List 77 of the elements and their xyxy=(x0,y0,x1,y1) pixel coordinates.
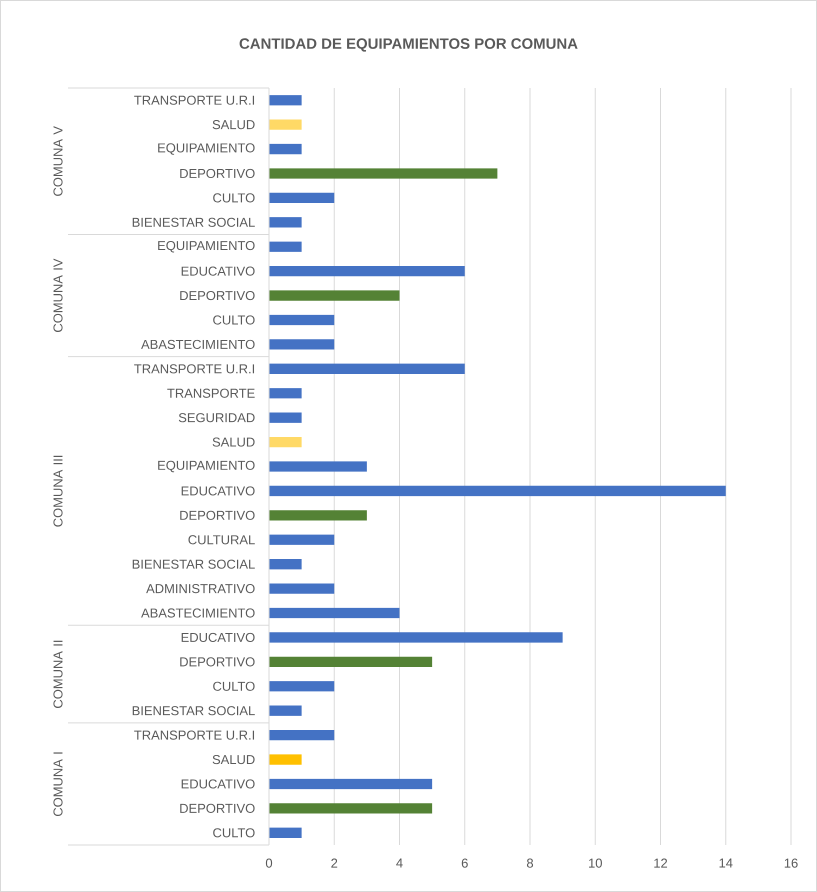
bar xyxy=(269,803,432,814)
bar xyxy=(269,364,465,374)
text: COMUNA III xyxy=(53,456,63,527)
text: COMUNA IV xyxy=(53,258,63,332)
bar xyxy=(269,217,302,228)
y-tick-label: EQUIPAMIENTO xyxy=(158,240,255,252)
chart-title: CANTIDAD DE EQUIPAMIENTOS POR COMUNA xyxy=(240,38,578,52)
bar xyxy=(269,632,563,643)
text: COMUNA V xyxy=(53,126,63,196)
y-tick-label: DEPORTIVO xyxy=(180,804,255,813)
bar xyxy=(269,754,302,765)
bar xyxy=(269,778,432,790)
x-tick-label: 12 xyxy=(654,858,668,868)
y-tick-label: BIENESTAR SOCIAL xyxy=(132,560,255,569)
y-tick-label: TRANSPORTE xyxy=(167,388,255,398)
x-tick-label: 16 xyxy=(784,858,798,868)
y-tick-label: DEPORTIVO xyxy=(180,290,255,300)
bar xyxy=(269,461,367,472)
y-tick-label: TRANSPORTE U.R.I xyxy=(134,730,254,740)
bar xyxy=(269,242,302,252)
bar xyxy=(269,730,334,740)
y-tick-label: SALUD xyxy=(212,120,255,130)
bar xyxy=(269,192,334,204)
y-tick-label: DEPORTIVO xyxy=(180,168,255,178)
bar xyxy=(269,290,400,301)
x-tick-label: 4 xyxy=(396,858,403,868)
y-tick-label: EQUIPAMIENTO xyxy=(158,143,255,155)
x-tick-label: 0 xyxy=(266,858,272,868)
bar xyxy=(269,314,334,326)
y-tick-label: DEPORTIVO xyxy=(180,657,255,666)
y-tick-label: BIENESTAR SOCIAL xyxy=(132,706,255,716)
y-tick-label: EDUCATIVO xyxy=(182,266,255,276)
y-tick-label: EDUCATIVO xyxy=(182,779,255,789)
bar xyxy=(269,339,334,350)
bar xyxy=(269,534,334,545)
text: COMUNA I xyxy=(53,752,63,816)
y-tick-label: EDUCATIVO xyxy=(182,632,255,642)
y-tick-label: DEPORTIVO xyxy=(180,510,255,520)
bar xyxy=(269,436,302,448)
y-tick-label: EQUIPAMIENTO xyxy=(158,460,255,472)
x-tick-label: 6 xyxy=(462,858,468,868)
y-tick-label: TRANSPORTE U.R.I xyxy=(134,96,254,105)
bar xyxy=(269,144,302,154)
y-tick-label: CULTO xyxy=(213,828,255,838)
y-tick-label: CULTO xyxy=(213,315,255,325)
y-tick-label: ADMINISTRATIVO xyxy=(146,584,255,594)
bar xyxy=(269,266,465,276)
y-tick-label: EDUCATIVO xyxy=(182,486,255,496)
y-tick-label: SALUD xyxy=(212,438,255,447)
bar xyxy=(269,656,432,668)
x-tick-label: 10 xyxy=(589,858,602,868)
bar xyxy=(269,388,302,398)
y-tick-label: SALUD xyxy=(212,754,255,764)
bar xyxy=(269,486,726,496)
bar xyxy=(269,510,367,520)
y-tick-label: ABASTECIMIENTO xyxy=(141,608,255,618)
x-tick-label: 2 xyxy=(331,858,338,868)
bar xyxy=(269,828,302,838)
y-tick-label: CULTO xyxy=(213,193,255,202)
y-tick-label: ABASTECIMIENTO xyxy=(141,340,255,349)
y-tick-label: BIENESTAR SOCIAL xyxy=(132,218,255,227)
bar xyxy=(269,168,498,179)
bar xyxy=(269,608,400,618)
bar xyxy=(269,119,302,130)
y-tick-label: CULTO xyxy=(213,682,255,691)
x-tick-label: 14 xyxy=(720,858,733,868)
bar xyxy=(269,95,302,106)
bar xyxy=(269,681,334,692)
y-tick-label: SEGURIDAD xyxy=(178,413,255,422)
bar xyxy=(269,412,302,423)
bar xyxy=(269,559,302,570)
y-tick-label: TRANSPORTE U.R.I xyxy=(134,364,254,374)
bar xyxy=(269,706,302,716)
text: COMUNA II xyxy=(53,640,63,708)
bar xyxy=(269,583,334,594)
x-tick-label: 8 xyxy=(526,858,534,868)
y-tick-label: CULTURAL xyxy=(188,535,255,544)
